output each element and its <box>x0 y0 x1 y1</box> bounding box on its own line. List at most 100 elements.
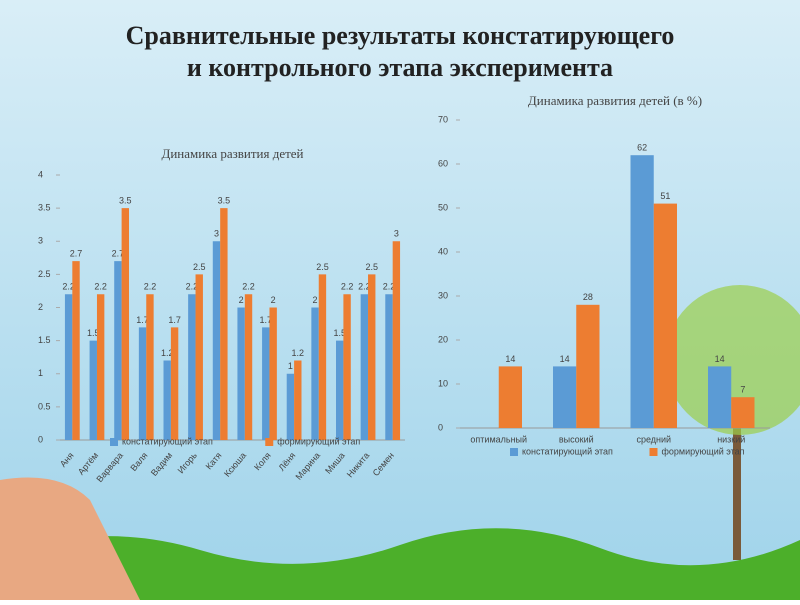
value-label: 2.2 <box>341 282 354 292</box>
y-tick-label: 0.5 <box>38 401 51 411</box>
legend-swatch <box>265 438 274 446</box>
bar <box>385 294 393 440</box>
value-label: 1.5 <box>333 328 346 338</box>
x-tick-label: оптимальный <box>470 434 527 444</box>
bar <box>368 274 376 440</box>
bar <box>553 366 577 428</box>
slide-title: Сравнительные результаты констатирующего… <box>126 21 675 82</box>
legend-label: формирующий этап <box>277 436 360 446</box>
bar <box>146 294 154 440</box>
grass <box>0 528 800 600</box>
legend-swatch <box>110 438 118 446</box>
value-label: 2.5 <box>316 262 329 272</box>
value-label: 28 <box>583 292 593 302</box>
bar <box>89 340 97 440</box>
bar <box>498 366 522 428</box>
value-label: 1.7 <box>136 315 149 325</box>
value-label: 2.2 <box>186 282 199 292</box>
value-label: 3 <box>394 229 399 239</box>
y-tick-label: 40 <box>438 246 448 256</box>
value-label: 2.2 <box>144 282 157 292</box>
bar <box>311 307 319 440</box>
bar <box>114 261 122 440</box>
value-label: 2.2 <box>94 282 107 292</box>
value-label: 7 <box>740 385 745 395</box>
y-tick-label: 0 <box>38 434 43 444</box>
bar <box>318 274 327 440</box>
legend-swatch <box>510 448 518 456</box>
bar <box>286 373 295 440</box>
hand <box>0 477 140 600</box>
value-label: 2.2 <box>242 282 255 292</box>
bar <box>244 294 253 440</box>
value-label: 2.2 <box>62 282 75 292</box>
value-label: 1.5 <box>87 328 100 338</box>
value-label: 14 <box>560 354 570 364</box>
bar <box>170 327 179 440</box>
value-label: 1.2 <box>161 348 174 358</box>
bar <box>121 208 129 440</box>
bar <box>195 274 203 440</box>
y-tick-label: 2.5 <box>38 269 51 279</box>
value-label: 2.5 <box>365 262 378 272</box>
y-tick-label: 60 <box>438 158 448 168</box>
bar <box>708 366 732 428</box>
value-label: 1.7 <box>168 315 181 325</box>
bar <box>576 304 600 428</box>
value-label: 62 <box>637 143 647 153</box>
bar <box>188 294 196 440</box>
bar <box>653 203 677 428</box>
bar <box>262 327 270 440</box>
y-tick-label: 10 <box>438 378 448 388</box>
bar <box>294 360 302 440</box>
bar <box>72 261 80 440</box>
value-label: 2 <box>239 295 244 305</box>
value-label: 14 <box>715 354 725 364</box>
value-label: 51 <box>660 191 670 201</box>
x-tick-label: низкий <box>717 434 745 444</box>
bar <box>237 307 245 440</box>
bar <box>138 327 147 440</box>
bar <box>360 294 369 440</box>
y-tick-label: 3.5 <box>38 203 51 213</box>
x-tick-label: высокий <box>559 434 594 444</box>
value-label: 2.5 <box>193 262 206 272</box>
value-label: 2 <box>271 295 276 305</box>
y-tick-label: 30 <box>438 290 448 300</box>
bar <box>343 294 351 440</box>
bar <box>269 307 277 440</box>
value-label: 1.7 <box>260 315 273 325</box>
value-label: 2.7 <box>112 249 125 259</box>
legend-label: констатирующий этап <box>122 436 213 446</box>
bar <box>731 397 755 428</box>
y-tick-label: 1.5 <box>38 335 51 345</box>
y-tick-label: 70 <box>438 114 448 124</box>
value-label: 2.2 <box>358 282 371 292</box>
value-label: 2 <box>313 295 318 305</box>
bar <box>630 155 654 428</box>
value-label: 3.5 <box>119 196 132 206</box>
value-label: 3 <box>214 229 219 239</box>
y-tick-label: 20 <box>438 334 448 344</box>
bar <box>212 241 221 440</box>
legend-label: констатирующий этап <box>522 446 613 456</box>
bar <box>220 208 228 440</box>
bar <box>96 294 105 440</box>
value-label: 2.2 <box>383 282 396 292</box>
chart-title: Динамика развития детей (в %) <box>528 93 702 108</box>
bar <box>64 294 73 440</box>
y-tick-label: 4 <box>38 169 43 179</box>
value-label: 1 <box>288 361 293 371</box>
value-label: 3.5 <box>218 196 231 206</box>
chart-title: Динамика развития детей <box>161 146 303 161</box>
y-tick-label: 2 <box>38 302 43 312</box>
x-tick-label: средний <box>636 434 671 444</box>
legend-label: формирующий этап <box>662 446 745 456</box>
value-label: 2.7 <box>70 249 83 259</box>
y-tick-label: 50 <box>438 202 448 212</box>
value-label: 1.2 <box>292 348 305 358</box>
value-label: 14 <box>505 354 515 364</box>
tree <box>665 285 800 560</box>
